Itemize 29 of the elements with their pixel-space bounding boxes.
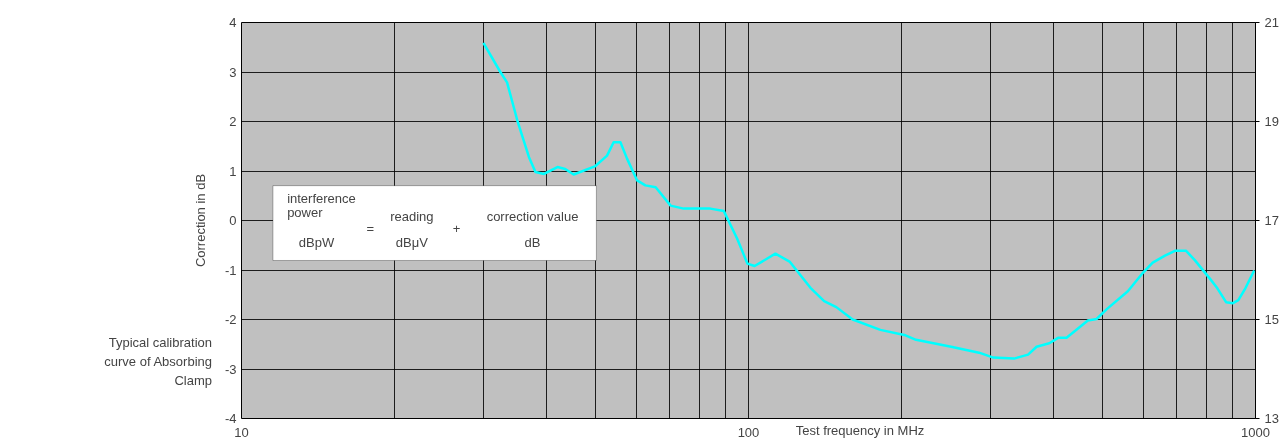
text: Typical calibration curve of Absorbing Clamp [103, 334, 212, 390]
x-tick-label: 10 [234, 424, 249, 440]
annotation: reading [390, 209, 434, 225]
y-tick-label: 3 [229, 64, 237, 80]
annotation: dBμV [395, 234, 429, 250]
y-tick-label: 4 [229, 15, 237, 30]
annotation: power [287, 205, 324, 221]
y-tick-label: -3 [224, 361, 237, 377]
y2-tick-label: 15 [1264, 312, 1279, 327]
x-tick-label: 100 [737, 424, 760, 440]
y-axis-title: Correction in dB [192, 173, 208, 268]
y2-tick-label: 19 [1264, 114, 1279, 129]
y-tick-label: 0 [229, 213, 237, 228]
annotation: = [366, 220, 375, 236]
y-tick-label: -4 [224, 411, 237, 426]
x-axis-title: Test frequency in MHz [795, 422, 925, 440]
annotation: correction value [486, 209, 579, 225]
y-tick-label: 1 [229, 163, 237, 179]
annotation: dB [524, 234, 541, 250]
y2-tick-label: 21 [1264, 15, 1279, 30]
y-tick-label: -2 [224, 312, 237, 327]
y2-tick-label: 17 [1264, 213, 1279, 228]
x-tick-label: 1000 [1241, 424, 1270, 440]
annotation: + [452, 220, 461, 236]
annotation: interference [287, 191, 356, 207]
y2-tick-label: 13 [1264, 411, 1279, 426]
y-tick-label: 2 [229, 114, 237, 129]
y-tick-label: -1 [224, 262, 237, 278]
annotation: dBpW [298, 234, 335, 250]
